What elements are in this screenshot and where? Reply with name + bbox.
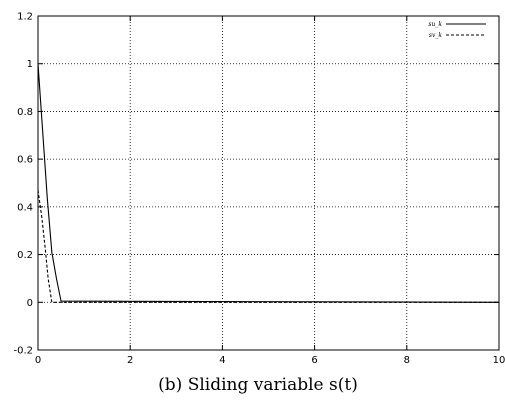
- series-line-sv-k: [37, 190, 499, 303]
- x-tick-label: 8: [404, 355, 410, 366]
- grid-lines: [38, 16, 499, 350]
- y-tick-label: 0.8: [17, 107, 33, 118]
- x-tick-label: 2: [127, 355, 133, 366]
- y-tick-label: -0.2: [13, 346, 33, 357]
- y-tick-label: 0: [27, 298, 33, 309]
- y-tick-label: 1.2: [17, 12, 33, 23]
- y-tick-label: 0.2: [17, 250, 33, 261]
- y-tick-label: 0.6: [17, 155, 33, 166]
- legend-label-su-k: su_k: [428, 21, 442, 28]
- series-line-su-k: [37, 63, 500, 303]
- axes: [37, 15, 500, 351]
- x-tick-label: 0: [35, 355, 41, 366]
- y-tick-label: 1: [27, 59, 33, 70]
- plot-frame: [37, 15, 500, 351]
- y-tick-label: 0.4: [17, 202, 33, 213]
- series-lines: [37, 63, 500, 303]
- legend-label-sv-k: sv_k: [429, 32, 442, 39]
- x-tick-label: 6: [311, 355, 317, 366]
- tick-labels: 0 2 4 6 8 10-0.200.20.40.60.811.2: [13, 12, 505, 367]
- x-tick-label: 4: [219, 355, 225, 366]
- x-tick-label: 10: [493, 355, 505, 366]
- chart-caption: (b) Sliding variable s(t): [158, 375, 358, 395]
- legend: su_k sv_k: [428, 21, 486, 39]
